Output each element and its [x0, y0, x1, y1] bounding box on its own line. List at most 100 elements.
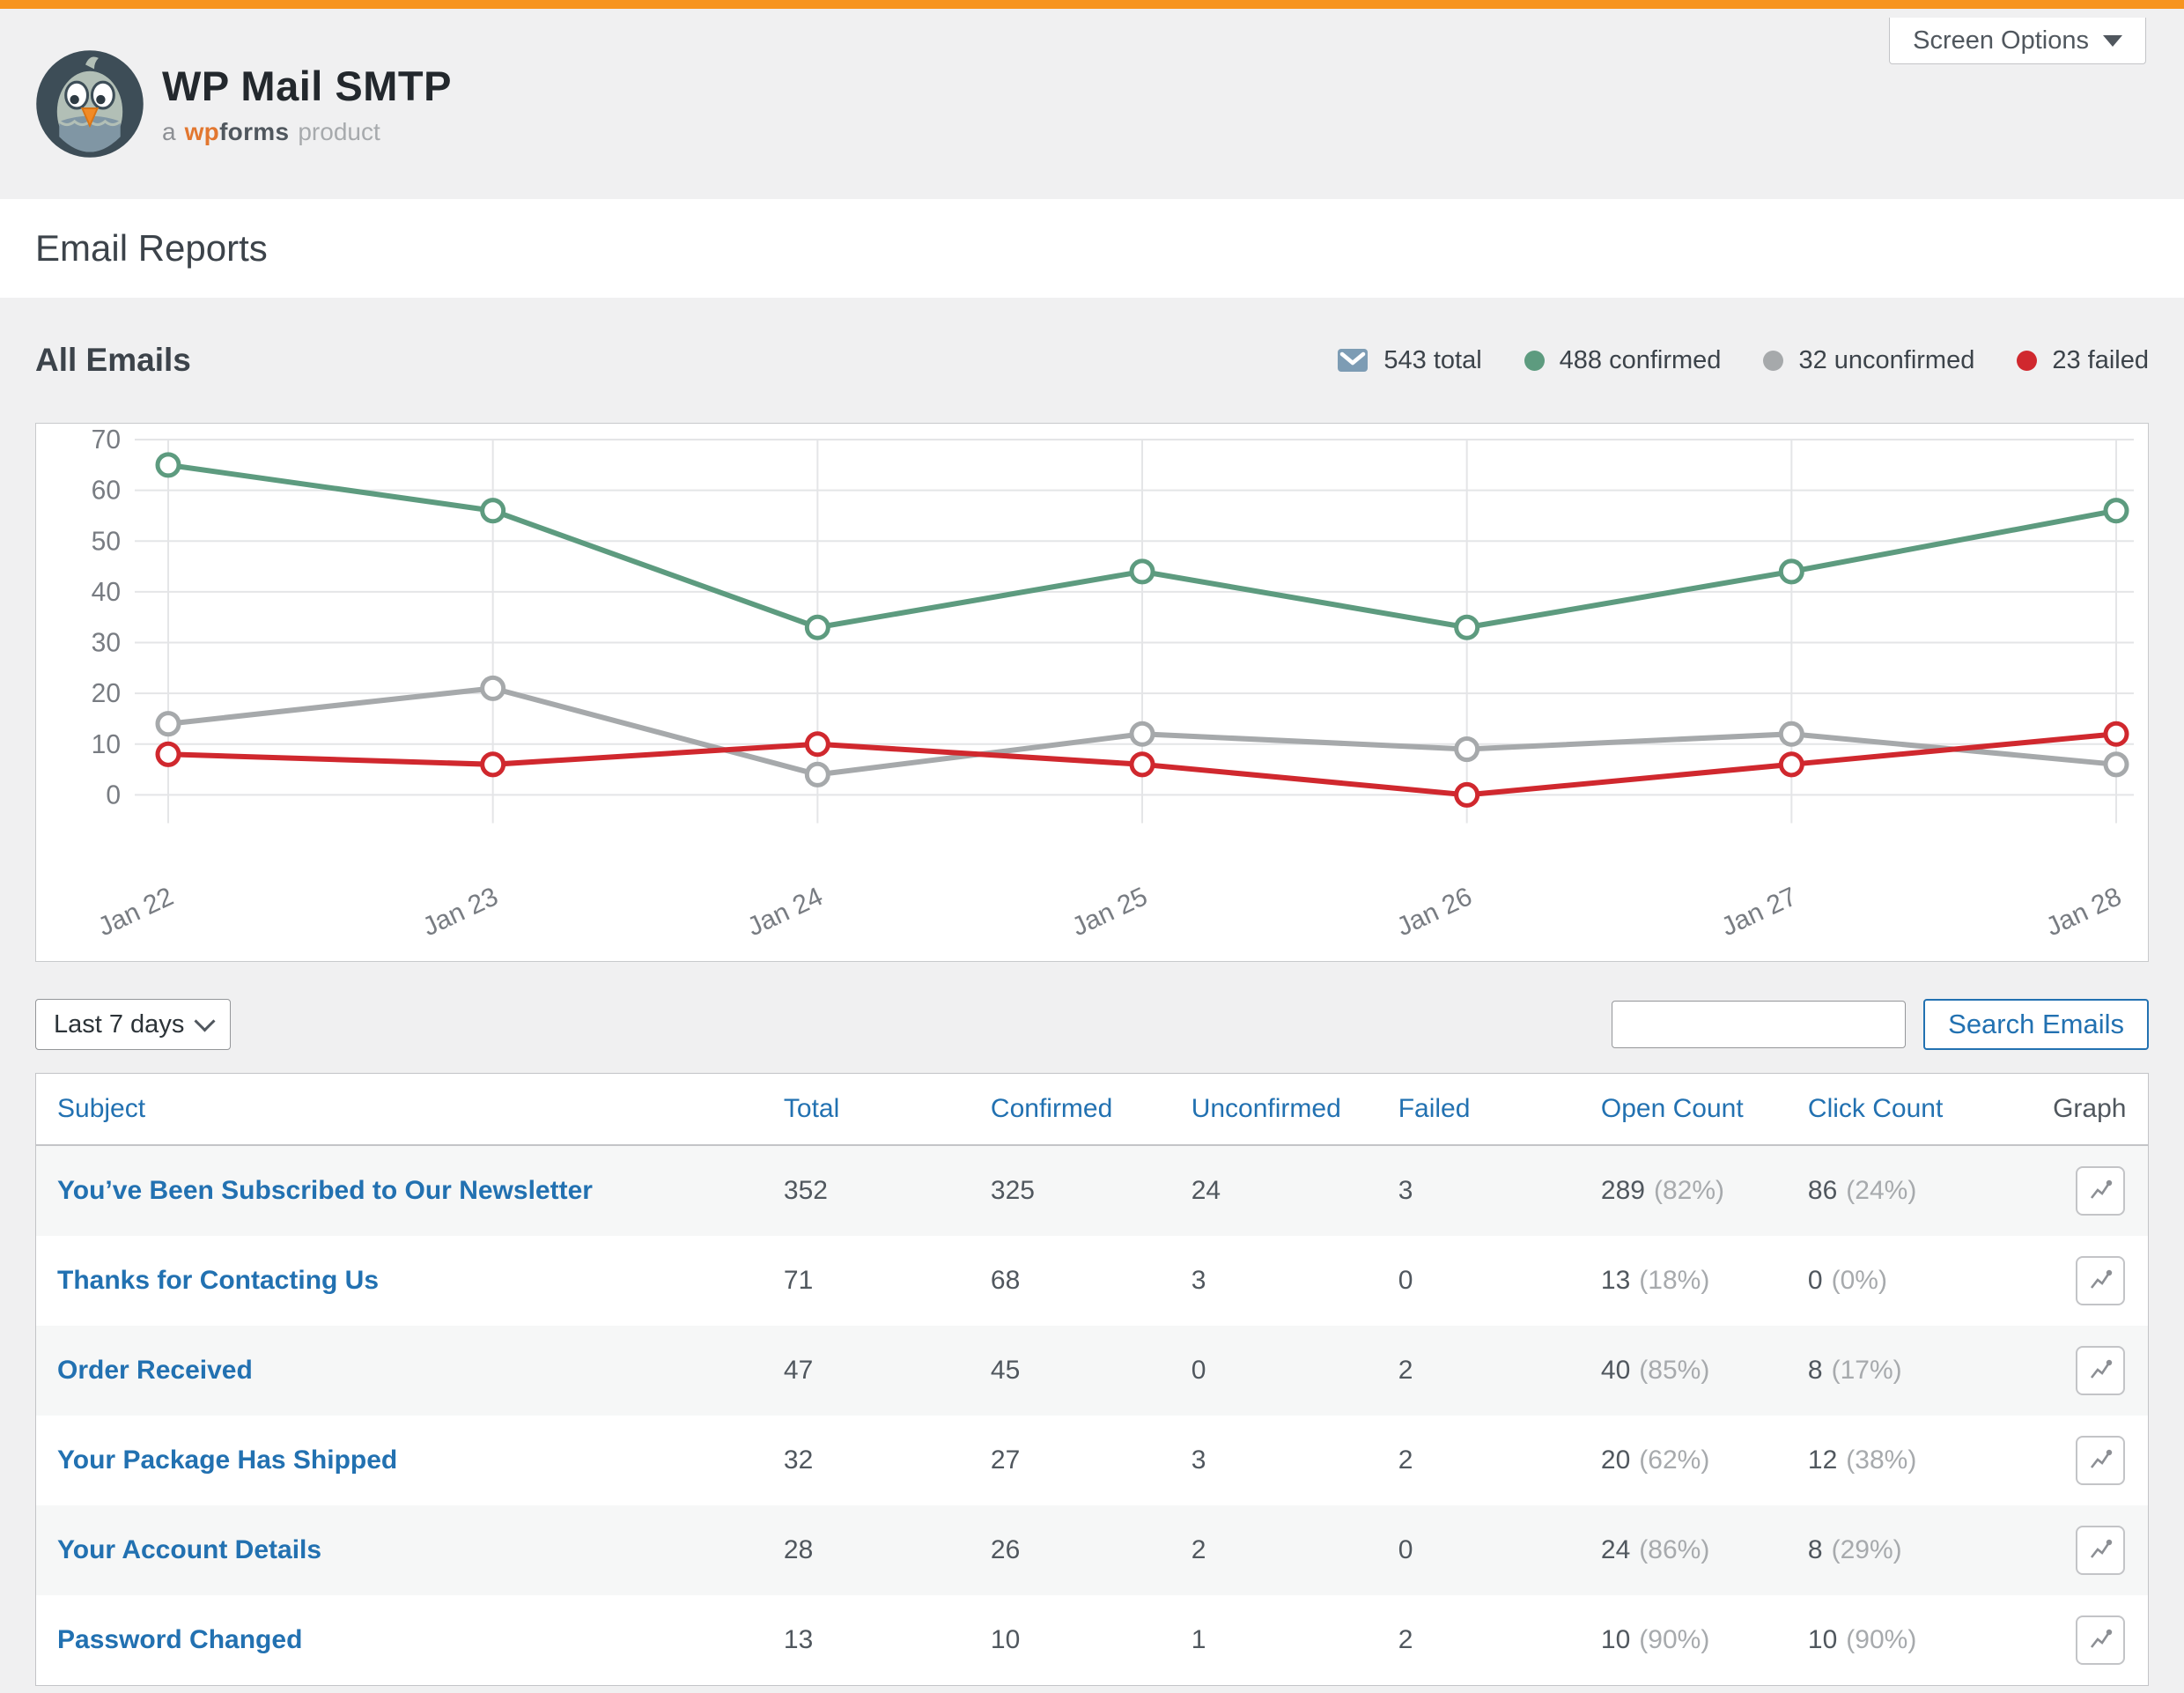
email-subject-link[interactable]: Order Received — [57, 1356, 253, 1385]
row-graph-button[interactable] — [2076, 1346, 2125, 1395]
screen-options-button[interactable]: Screen Options — [1889, 18, 2146, 64]
data-point-failed[interactable] — [1454, 781, 1480, 808]
search-emails-button[interactable]: Search Emails — [1923, 999, 2149, 1050]
unconfirmed-value: 0 — [1169, 1326, 1377, 1416]
click-count-percentage: (24%) — [1846, 1176, 1917, 1205]
click-count-percentage: (0%) — [1831, 1266, 1887, 1295]
data-point-unconfirmed[interactable] — [2103, 751, 2129, 778]
column-header-unconfirmed[interactable]: Unconfirmed — [1169, 1074, 1377, 1146]
legend-item: 32 unconfirmed — [1763, 346, 1974, 375]
search-area: Search Emails — [1612, 999, 2149, 1050]
email-subject-link[interactable]: You’ve Been Subscribed to Our Newsletter — [57, 1176, 593, 1205]
row-graph-button[interactable] — [2076, 1256, 2125, 1305]
data-point-unconfirmed[interactable] — [1778, 721, 1804, 747]
data-point-confirmed[interactable] — [480, 498, 506, 524]
data-point-unconfirmed[interactable] — [1454, 736, 1480, 763]
failed-value: 0 — [1376, 1505, 1580, 1595]
mini-line-chart-icon — [2090, 1269, 2113, 1289]
row-graph-button[interactable] — [2076, 1166, 2125, 1216]
date-range-selected-value: Last 7 days — [54, 1009, 185, 1039]
chevron-down-icon — [194, 1009, 216, 1032]
tagline-suffix: product — [298, 118, 380, 145]
table-row: Thanks for Contacting Us 71 68 3 0 13 (18%) 0 (0… — [36, 1236, 2148, 1326]
open-count-number: 289 — [1600, 1176, 1645, 1205]
legend-label: 543 total — [1383, 345, 1482, 374]
y-axis-tick-label: 0 — [106, 780, 121, 810]
emails-chart-card: 0 10 20 30 40 50 60 70 Jan 22 Jan 23 Jan 24 Jan 25 J… — [35, 423, 2149, 962]
column-header-confirmed[interactable]: Confirmed — [969, 1074, 1170, 1146]
click-count-value: 8 (17%) — [1786, 1326, 2033, 1416]
main-content: All Emails 543 total 488 confirmed 32 unco… — [0, 298, 2184, 1686]
data-point-failed[interactable] — [1129, 751, 1155, 778]
mini-line-chart-icon — [2090, 1629, 2113, 1648]
data-point-unconfirmed[interactable] — [155, 711, 181, 737]
open-count-percentage: (82%) — [1653, 1176, 1724, 1205]
data-point-failed[interactable] — [2103, 721, 2129, 747]
x-axis-tick-label: Jan 27 — [1717, 882, 1802, 942]
failed-value: 2 — [1376, 1326, 1580, 1416]
mini-line-chart-icon — [2090, 1449, 2113, 1468]
email-subject-link[interactable]: Your Package Has Shipped — [57, 1445, 398, 1475]
y-axis-tick-label: 30 — [92, 629, 121, 658]
confirmed-value: 325 — [969, 1145, 1170, 1236]
row-graph-button[interactable] — [2076, 1526, 2125, 1575]
page-title: Email Reports — [35, 227, 268, 269]
failed-value: 2 — [1398, 1625, 1413, 1654]
column-header-subject[interactable]: Subject — [36, 1074, 763, 1146]
data-point-failed[interactable] — [804, 731, 830, 758]
data-point-confirmed[interactable] — [2103, 498, 2129, 524]
legend-dot-icon — [2017, 350, 2038, 371]
click-count-number: 8 — [1807, 1356, 1823, 1385]
open-count-percentage: (18%) — [1639, 1266, 1710, 1295]
confirmed-value: 45 — [969, 1326, 1170, 1416]
total-value: 47 — [762, 1326, 970, 1416]
open-count-number: 24 — [1600, 1535, 1631, 1564]
column-header-click-count[interactable]: Click Count — [1786, 1074, 2033, 1146]
row-graph-button[interactable] — [2076, 1436, 2125, 1485]
column-header-graph: Graph — [2032, 1074, 2148, 1146]
chart-legend: 543 total 488 confirmed 32 unconfirmed 23 f… — [1337, 346, 2149, 375]
open-count-value: 40 (85%) — [1579, 1326, 1787, 1416]
data-point-failed[interactable] — [480, 751, 506, 778]
email-subject-link[interactable]: Your Account Details — [57, 1535, 322, 1564]
total-value: 71 — [783, 1266, 814, 1295]
data-point-failed[interactable] — [155, 741, 181, 767]
column-header-total[interactable]: Total — [762, 1074, 970, 1146]
open-count-percentage: (90%) — [1639, 1625, 1710, 1654]
row-graph-button[interactable] — [2076, 1615, 2125, 1665]
wpforms-brand: wpforms — [184, 118, 290, 145]
open-count-number: 40 — [1600, 1356, 1631, 1385]
tagline-prefix: a — [162, 118, 176, 145]
date-range-select[interactable]: Last 7 days — [35, 999, 231, 1050]
unconfirmed-value: 1 — [1191, 1625, 1206, 1654]
click-count-number: 10 — [1807, 1625, 1838, 1654]
email-subject-link[interactable]: Password Changed — [57, 1625, 303, 1654]
report-controls: Last 7 days Search Emails — [35, 999, 2149, 1050]
y-axis-tick-label: 10 — [92, 730, 121, 759]
data-point-failed[interactable] — [1778, 751, 1804, 778]
click-count-percentage: (38%) — [1846, 1445, 1917, 1475]
column-header-open-count[interactable]: Open Count — [1579, 1074, 1787, 1146]
table-row: Your Account Details 28 26 2 0 24 (86%) 8 (29%) — [36, 1505, 2148, 1595]
data-point-unconfirmed[interactable] — [804, 761, 830, 787]
data-point-confirmed[interactable] — [1778, 558, 1804, 585]
data-point-confirmed[interactable] — [804, 614, 830, 640]
data-point-confirmed[interactable] — [1454, 614, 1480, 640]
data-point-unconfirmed[interactable] — [480, 675, 506, 701]
open-count-value: 10 (90%) — [1580, 1595, 1787, 1685]
open-count-number: 10 — [1600, 1625, 1631, 1654]
y-axis-tick-label: 50 — [92, 527, 121, 556]
app-titles: WP Mail SMTP a wpforms product — [162, 62, 452, 146]
failed-value: 2 — [1398, 1445, 1413, 1475]
total-value: 32 — [783, 1445, 814, 1475]
search-input[interactable] — [1612, 1001, 1907, 1048]
data-point-confirmed[interactable] — [155, 452, 181, 478]
data-point-confirmed[interactable] — [1129, 558, 1155, 585]
section-title: All Emails — [35, 342, 191, 378]
email-subject-link[interactable]: Thanks for Contacting Us — [57, 1266, 380, 1295]
column-header-failed[interactable]: Failed — [1376, 1074, 1580, 1146]
click-count-percentage: (90%) — [1846, 1625, 1917, 1654]
data-point-unconfirmed[interactable] — [1129, 721, 1155, 747]
click-count-value: 10 (90%) — [1787, 1595, 2032, 1685]
envelope-icon — [1338, 349, 1369, 372]
